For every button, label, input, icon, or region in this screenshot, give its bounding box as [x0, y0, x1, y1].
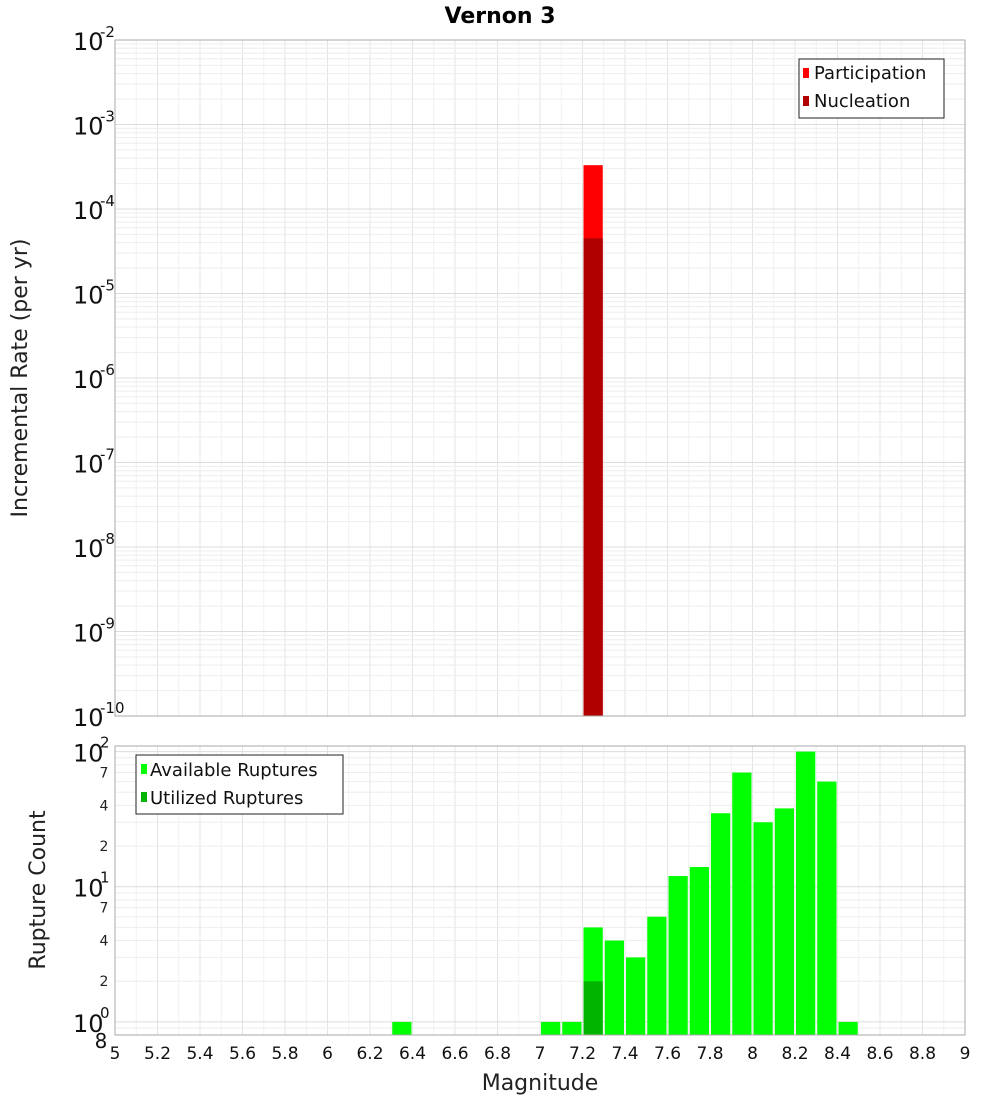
x-tick-label: 7.6: [654, 1044, 681, 1064]
available-ruptures-bar: [689, 866, 709, 1035]
chart-title: Vernon 3: [445, 4, 556, 29]
available-ruptures-bar: [541, 1021, 561, 1035]
bottom-y-major-tick-exponent: 1: [100, 869, 110, 887]
nucleation-legend-swatch: [803, 96, 809, 106]
available-ruptures-bar: [711, 813, 731, 1035]
available-ruptures-bar: [774, 808, 794, 1035]
top-y-tick-label: 10: [73, 535, 104, 563]
x-tick-label: 7.8: [696, 1044, 723, 1064]
available-ruptures-bar: [732, 772, 752, 1035]
nucleation-bar: [583, 238, 603, 717]
available-ruptures-bar: [392, 1021, 412, 1035]
bottom-y-axis-label: Rupture Count: [26, 810, 51, 970]
x-tick-label: 8.4: [824, 1044, 851, 1064]
bottom-y-major-tick-label: 10: [73, 875, 104, 903]
top-legend: Participation Nucleation: [798, 58, 945, 119]
participation-legend-label: Participation: [814, 63, 926, 84]
available-ruptures-bar: [817, 781, 837, 1035]
top-y-tick-label: 10: [73, 282, 104, 310]
participation-legend-swatch: [803, 68, 809, 78]
top-y-tick-label: 10: [73, 366, 104, 394]
top-y-tick-exponent: -10: [100, 699, 125, 717]
available-legend-label: Available Ruptures: [150, 760, 318, 781]
x-tick-label: 8.8: [909, 1044, 936, 1064]
available-ruptures-bar: [647, 916, 667, 1035]
top-gridlines: [115, 40, 966, 717]
utilized-ruptures-bar: [583, 981, 603, 1035]
top-y-tick-exponent: -5: [100, 277, 115, 295]
x-tick-label: 6.4: [399, 1044, 426, 1064]
x-tick-label: 6.8: [484, 1044, 511, 1064]
nucleation-legend-label: Nucleation: [814, 91, 910, 112]
utilized-legend-swatch: [141, 792, 147, 802]
top-plot-border: [114, 39, 966, 717]
top-y-tick-label: 10: [73, 451, 104, 479]
top-y-tick-exponent: -3: [100, 108, 115, 126]
bottom-y-minor-tick-label: 2: [100, 974, 109, 990]
x-tick-label: 7.2: [569, 1044, 596, 1064]
available-ruptures-bar: [838, 1021, 858, 1035]
available-ruptures-bar: [562, 1021, 582, 1035]
available-ruptures-bar: [626, 957, 646, 1035]
top-y-tick-exponent: -6: [100, 361, 115, 379]
top-y-tick-exponent: -8: [100, 530, 115, 548]
x-tick-label: 5.4: [186, 1044, 213, 1064]
x-tick-label: 8.2: [781, 1044, 808, 1064]
available-ruptures-bar: [753, 822, 773, 1035]
top-y-tick-label: 10: [73, 113, 104, 141]
bottom-bars: [392, 751, 858, 1035]
x-tick-label: 5: [110, 1044, 121, 1064]
x-tick-label: 6.2: [356, 1044, 383, 1064]
bottom-legend: Available Ruptures Utilized Ruptures: [135, 754, 344, 815]
bottom-legend-box: [135, 754, 344, 815]
available-ruptures-bar: [796, 751, 816, 1035]
x-ticks: 5 5.2 5.4 5.6 5.8 6 6.2 6.4 6.6 6.8 7 7.2 7.4 7.6 7.8 8…: [110, 1044, 971, 1064]
bottom-y-minor-tick-label: 4: [100, 934, 109, 950]
x-tick-label: 5.2: [144, 1044, 171, 1064]
top-y-axis-label: Incremental Rate (per yr): [8, 239, 33, 518]
available-ruptures-bar: [668, 876, 688, 1035]
top-y-tick-exponent: -9: [100, 615, 115, 633]
bottom-y-major-tick-exponent: 0: [100, 1004, 110, 1022]
x-tick-label: 8.6: [866, 1044, 893, 1064]
x-tick-label: 6: [322, 1044, 333, 1064]
x-tick-label: 8: [747, 1044, 758, 1064]
top-y-tick-exponent: -7: [100, 446, 115, 464]
top-y-tick-label: 10: [73, 704, 104, 732]
top-legend-box: [798, 58, 945, 119]
top-y-tick-label: 10: [73, 28, 104, 56]
x-tick-label: 7.4: [611, 1044, 638, 1064]
x-tick-label: 5.6: [229, 1044, 256, 1064]
bottom-y-minor-tick-label: 7: [100, 901, 109, 917]
utilized-legend-label: Utilized Ruptures: [150, 788, 303, 809]
bottom-y-minor-tick-label: 4: [100, 798, 109, 814]
bottom-y-major-tick-exponent: 2: [100, 734, 110, 752]
top-y-tick-label: 10: [73, 620, 104, 648]
x-tick-label: 7: [535, 1044, 546, 1064]
x-tick-label: 5.8: [271, 1044, 298, 1064]
x-axis-label: Magnitude: [482, 1071, 599, 1096]
available-legend-swatch: [141, 764, 147, 774]
bottom-y-minor-tick-label: 8: [95, 1029, 108, 1053]
bottom-y-major-tick-label: 10: [73, 1010, 104, 1038]
bottom-y-major-tick-label: 10: [73, 740, 104, 768]
bottom-y-minor-tick-label: 7: [100, 766, 109, 782]
top-y-tick-label: 10: [73, 197, 104, 225]
x-tick-label: 9: [960, 1044, 971, 1064]
top-bars: [583, 165, 603, 717]
bottom-y-minor-tick-label: 2: [100, 839, 109, 855]
bottom-plot-border: [114, 745, 966, 1036]
x-tick-label: 6.6: [441, 1044, 468, 1064]
available-ruptures-bar: [604, 940, 624, 1035]
top-y-tick-exponent: -2: [100, 23, 115, 41]
top-y-tick-exponent: -4: [100, 192, 115, 210]
